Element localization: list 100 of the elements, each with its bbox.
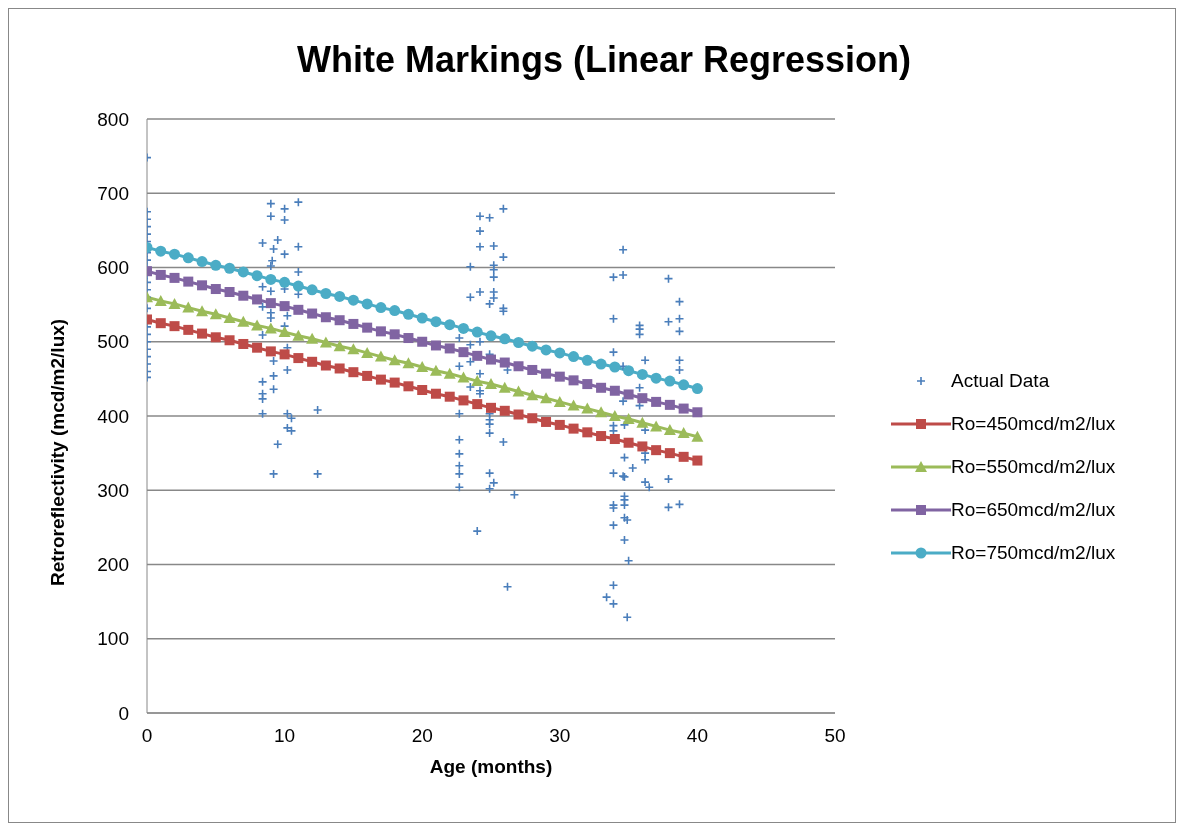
y-tick-label: 400 [97,405,129,427]
point [334,290,346,302]
point [609,434,620,445]
point [499,333,511,345]
point [224,335,235,346]
point [568,351,580,363]
point [182,301,195,313]
point [541,368,552,379]
point [664,375,676,387]
y-tick-label: 600 [97,257,129,279]
point [527,413,538,424]
point [637,393,648,404]
point [320,312,331,323]
point [333,340,346,352]
y-tick-label: 500 [97,331,129,353]
point [361,346,374,358]
point [417,336,428,347]
point [183,276,194,287]
y-tick-label: 200 [97,554,129,576]
point [224,262,236,274]
point [678,379,690,391]
point [513,336,525,348]
point [513,361,524,372]
point [183,324,194,335]
point [374,350,387,362]
point [499,357,510,368]
point [651,396,662,407]
point [403,333,414,344]
point [472,399,483,410]
point [444,343,455,354]
point [279,301,290,312]
point [348,367,359,378]
point [251,270,263,282]
point [430,316,442,328]
x-tick-label: 10 [274,725,296,747]
point [540,344,552,356]
point [169,321,180,332]
point [457,371,470,383]
point [362,370,373,381]
point [622,412,635,424]
point [197,328,208,339]
point [265,346,276,357]
legend-label: Ro=650mcd/m2/lux [951,498,1116,521]
x-axis-title: Age (months) [429,756,553,777]
point [347,294,359,306]
point [361,298,373,310]
point [608,410,621,421]
point [595,358,607,370]
y-tick-label: 0 [118,702,129,724]
point [292,329,305,341]
point [416,312,428,324]
point [265,273,277,285]
point [223,311,236,323]
point [486,402,496,413]
point [581,354,593,366]
point [485,378,497,390]
point [375,302,387,314]
point [237,315,250,327]
point [650,420,663,432]
legend-label: Actual Data [951,369,1050,392]
x-tick-label: 20 [411,725,433,747]
point [389,377,400,388]
point [252,294,263,305]
point [293,304,304,315]
point [403,381,414,392]
point [609,385,620,396]
point [197,280,208,291]
point [554,419,565,430]
point [568,375,579,386]
point [209,308,222,320]
point [375,326,386,337]
point [224,287,235,297]
point [402,308,414,320]
point [264,322,277,334]
point [471,375,484,387]
point [251,319,264,331]
point [512,385,525,397]
point [389,329,400,340]
point [623,365,635,377]
point [402,357,415,369]
point [554,347,566,359]
point [609,361,621,373]
point [237,266,249,278]
point [485,330,497,342]
point [430,388,441,399]
point [196,305,209,317]
x-tick-label: 40 [686,725,708,747]
point [526,389,539,401]
point [472,350,483,361]
point [636,416,649,428]
legend-label: Ro=750mcd/m2/lux [951,541,1116,564]
point [182,252,194,264]
point [526,340,538,352]
point [154,294,167,306]
point [319,336,332,348]
point [416,360,429,372]
point [279,349,290,360]
point [623,389,634,400]
point [375,374,386,385]
point [499,405,510,416]
